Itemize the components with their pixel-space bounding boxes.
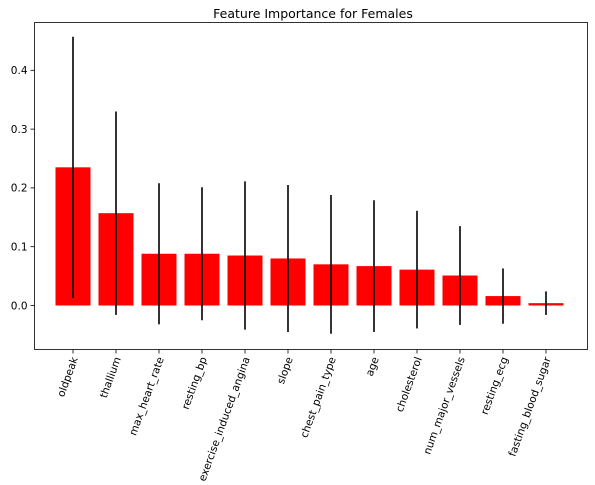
y-tick-label: 0.2: [11, 183, 28, 195]
chart-title: Feature Importance for Females: [213, 6, 413, 21]
y-tick-label: 0.3: [11, 124, 28, 136]
y-tick-label: 0.1: [11, 242, 28, 254]
y-axis: 0.0 0.1 0.2 0.3 0.4: [11, 65, 35, 312]
plot-frame: [34, 22, 588, 350]
y-tick-label: 0.4: [11, 65, 28, 77]
y-tick-label: 0.0: [11, 300, 28, 312]
plot-marks: [55, 36, 564, 334]
